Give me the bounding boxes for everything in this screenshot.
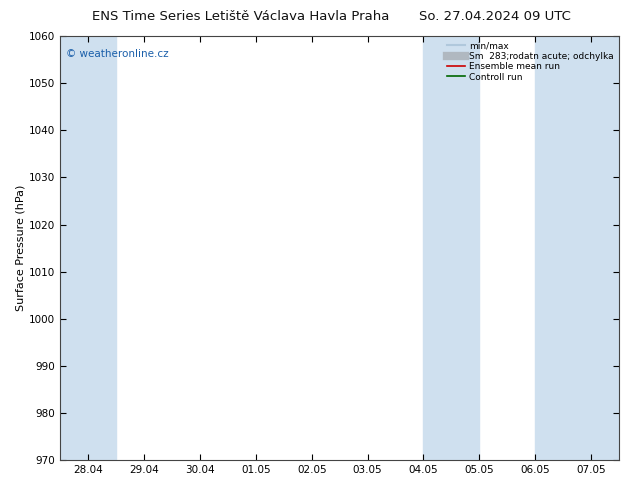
Bar (60, 36, 116, 460)
Bar (424, 36, 451, 460)
Text: ENS Time Series Letiště Václava Havla Praha: ENS Time Series Letiště Václava Havla Pr… (92, 10, 390, 23)
Bar (451, 36, 479, 460)
Legend: min/max, Sm  283;rodatn acute; odchylka, Ensemble mean run, Controll run: min/max, Sm 283;rodatn acute; odchylka, … (444, 38, 617, 85)
Y-axis label: Surface Pressure (hPa): Surface Pressure (hPa) (15, 185, 25, 311)
Text: © weatheronline.cz: © weatheronline.cz (66, 49, 169, 59)
Bar (535, 36, 619, 460)
Text: So. 27.04.2024 09 UTC: So. 27.04.2024 09 UTC (418, 10, 571, 23)
